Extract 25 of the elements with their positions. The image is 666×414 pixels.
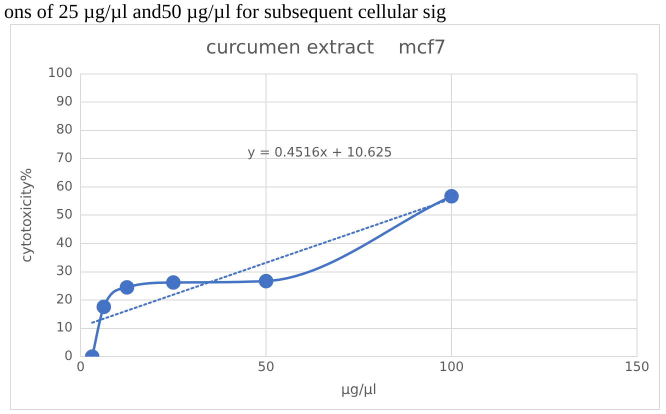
text: ons of 25 µg/µl and50 µg/µl for subsequent cellular sig — [3, 0, 448, 24]
y-tick-label: 70 — [56, 151, 73, 166]
y-tick-label: 20 — [56, 292, 73, 308]
y-tick-label: 40 — [56, 236, 73, 251]
x-tick-label: 150 — [624, 360, 650, 375]
x-tick-label: 50 — [258, 360, 274, 375]
x-axis-title: µg/µl — [341, 382, 376, 398]
y-tick-label: 90 — [56, 94, 73, 110]
point — [120, 280, 134, 295]
y-tick-label: 30 — [56, 264, 73, 280]
point — [258, 274, 274, 288]
y-tick-label: 60 — [56, 179, 73, 194]
x-tick-label: 0 — [76, 360, 85, 375]
y-tick-label: 10 — [56, 320, 73, 336]
point — [166, 275, 181, 290]
chart-title: curcumen extract mcf7 — [206, 36, 446, 58]
point — [444, 189, 459, 204]
y-tick-label: 80 — [56, 122, 73, 138]
point — [96, 300, 112, 314]
x-tick-label: 100 — [439, 360, 464, 375]
y-tick-label: 50 — [56, 208, 73, 223]
y-tick-label: 100 — [48, 66, 73, 82]
annotation: y = 0.4516x + 10.625 — [248, 145, 392, 160]
y-tick-label: 0 — [64, 348, 73, 364]
y-axis-title: cytotoxicity% — [19, 168, 36, 262]
